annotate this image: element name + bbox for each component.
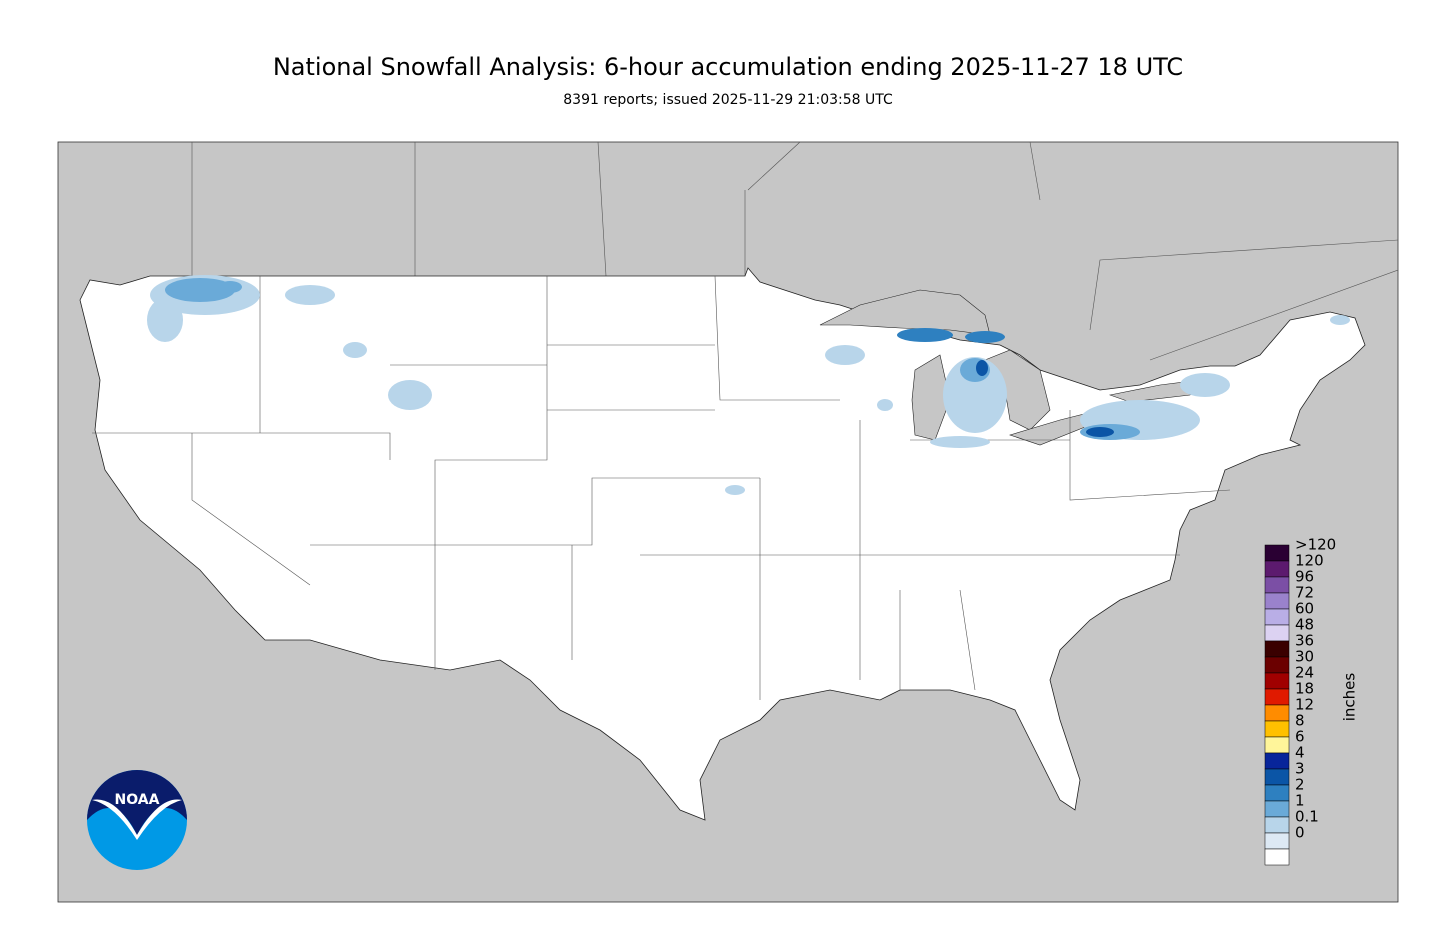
colorbar-swatch <box>1264 544 1290 562</box>
colorbar-label: 60 <box>1295 600 1314 618</box>
colorbar-label: 4 <box>1295 744 1305 762</box>
colorbar-swatch <box>1264 720 1290 738</box>
colorbar-swatch <box>1264 752 1290 770</box>
colorbar-label: 48 <box>1295 616 1314 634</box>
colorbar-label: 8 <box>1295 712 1305 730</box>
colorbar-label: 0.1 <box>1295 808 1319 826</box>
colorbar-swatch <box>1264 800 1290 818</box>
colorbar-label: 3 <box>1295 760 1305 778</box>
colorbar-swatch <box>1264 576 1290 594</box>
colorbar-label: 36 <box>1295 632 1314 650</box>
colorbar-swatch <box>1264 640 1290 658</box>
colorbar-label: 96 <box>1295 568 1314 586</box>
colorbar-unit: inches <box>1341 673 1359 722</box>
colorbar-swatch <box>1264 784 1290 802</box>
colorbar-swatch <box>1264 608 1290 626</box>
colorbar-swatch <box>1264 704 1290 722</box>
colorbar-swatch <box>1264 768 1290 786</box>
map-title: National Snowfall Analysis: 6-hour accum… <box>273 53 1183 81</box>
colorbar-label: >120 <box>1295 536 1336 554</box>
colorbar-label: 120 <box>1295 552 1324 570</box>
colorbar-label: 72 <box>1295 584 1314 602</box>
snowfall-areas <box>147 275 1350 495</box>
country-borders <box>191 141 1399 361</box>
colorbar-swatch <box>1264 832 1290 850</box>
colorbar-swatch <box>1264 560 1290 578</box>
colorbar-label: 0 <box>1295 824 1305 842</box>
colorbar-label: 2 <box>1295 776 1305 794</box>
colorbar-swatch <box>1264 688 1290 706</box>
colorbar-swatch <box>1264 816 1290 834</box>
colorbar-label: 18 <box>1295 680 1314 698</box>
colorbar-swatch <box>1264 656 1290 674</box>
colorbar-swatch <box>1264 592 1290 610</box>
map <box>57 141 1399 903</box>
colorbar-label: 1 <box>1295 792 1305 810</box>
great-lakes <box>819 289 1201 446</box>
colorbar-swatch <box>1264 672 1290 690</box>
noaa-logo: NOAA <box>87 770 187 870</box>
state-borders <box>92 275 1231 700</box>
colorbar-swatch <box>1264 848 1290 866</box>
colorbar-label: 30 <box>1295 648 1314 666</box>
colorbar-swatch <box>1264 736 1290 754</box>
colorbar-label: 12 <box>1295 696 1314 714</box>
colorbar-label: 6 <box>1295 728 1305 746</box>
colorbar-swatch <box>1264 624 1290 642</box>
logo-text: NOAA <box>115 792 160 808</box>
colorbar-label: 24 <box>1295 664 1314 682</box>
map-subtitle: 8391 reports; issued 2025-11-29 21:03:58… <box>563 92 893 108</box>
